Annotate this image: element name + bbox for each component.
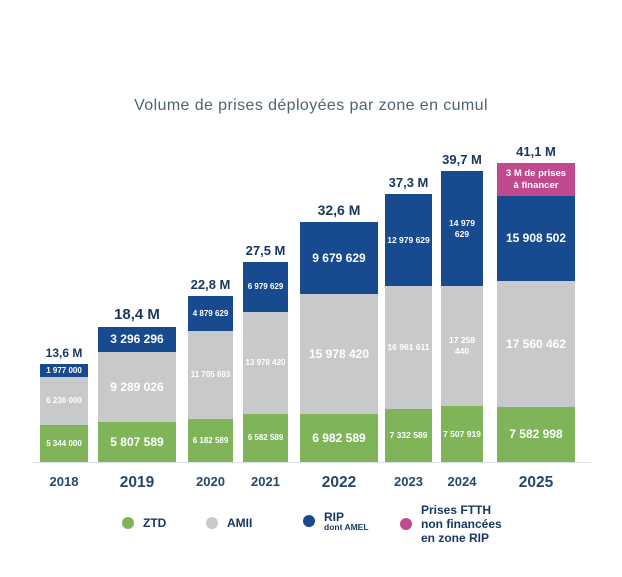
segment-value-label: 3 296 296: [110, 332, 164, 346]
bar-2018-segment-amii: 6 236 000: [40, 377, 88, 425]
bar-2023-segment-rip-dont-amel: 12 979 629: [385, 194, 432, 286]
bar-2019-segment-ztd: 5 807 589: [98, 422, 176, 462]
segment-value-label: 6 979 629: [247, 282, 284, 291]
segment-value-label: 7 582 998: [509, 427, 563, 441]
legend-label-amii: AMII: [227, 516, 253, 530]
bar-2022-segment-amii: 15 978 420: [300, 294, 378, 414]
x-tick-2025: 2025: [518, 474, 554, 491]
bar-2021-segment-amii: 13 978 420: [243, 312, 288, 414]
x-tick-2019: 2019: [119, 474, 155, 491]
bar-2019-segment-rip-dont-amel: 3 296 296: [98, 327, 176, 352]
x-axis-line: [33, 462, 591, 463]
rip-swatch-icon: [303, 515, 315, 528]
segment-value-label: 6 236 000: [46, 396, 82, 405]
total-label-2022: 32,6 M: [317, 202, 361, 218]
segment-value-label: 17 560 462: [505, 336, 567, 351]
legend-item-rip: RIP dont AMEL: [303, 510, 369, 532]
bar-2022-segment-ztd: 6 982 589: [300, 414, 378, 462]
bar-2018-segment-ztd: 5 344 000: [40, 425, 88, 462]
segment-value-label: 9 289 026: [110, 379, 164, 394]
bar-2025-segment-amii: 17 560 462: [497, 281, 575, 407]
bar-2024-segment-amii: 17 258 440: [441, 286, 483, 406]
segment-value-label: 5 807 589: [110, 434, 164, 449]
bar-2019-segment-amii: 9 289 026: [98, 352, 176, 422]
segment-value-label: 11 705 693: [190, 370, 231, 379]
legend-item-ztd: ZTD: [122, 516, 166, 530]
legend-label-rip: RIP: [324, 510, 345, 524]
segment-value-label: 1 977 000: [46, 365, 82, 375]
x-tick-2020: 2020: [196, 474, 225, 489]
legend-label-rip-group: RIP dont AMEL: [324, 510, 369, 532]
segment-value-label: 3 M de prises à financer: [505, 167, 567, 191]
segment-value-label: 17 258 440: [449, 335, 475, 356]
legend-sublabel-dont-amel: dont AMEL: [324, 522, 369, 533]
bar-2020-segment-ztd: 6 182 589: [188, 419, 233, 462]
bar-2020-segment-rip-dont-amel: 4 879 629: [188, 296, 233, 331]
segment-value-label: 6 182 589: [192, 435, 229, 445]
segment-value-label: 7 332 589: [389, 430, 428, 441]
bar-2025-segment-prises-ftth-a-financer: 3 M de prises à financer: [497, 163, 575, 196]
total-label-2019: 18,4 M: [114, 306, 160, 323]
legend-label-prises-ftth: Prises FTTH non financées en zone RIP: [421, 503, 502, 546]
x-tick-2021: 2021: [251, 474, 280, 489]
bar-2020-segment-amii: 11 705 693: [188, 331, 233, 419]
bar-2022-segment-rip-dont-amel: 9 679 629: [300, 222, 378, 294]
x-tick-2022: 2022: [321, 474, 357, 491]
segment-value-label: 16 961 611: [387, 342, 430, 353]
total-label-2018: 13,6 M: [45, 346, 83, 360]
segment-value-label: 5 344 000: [46, 438, 82, 448]
total-label-2020: 22,8 M: [190, 277, 231, 292]
bar-2025-segment-rip-dont-amel: 15 908 502: [497, 196, 575, 281]
bar-2024-segment-ztd: 7 507 919: [441, 406, 483, 462]
segment-value-label: 12 979 629: [387, 234, 430, 245]
amii-swatch-icon: [206, 517, 218, 530]
segment-value-label: 9 679 629: [312, 250, 366, 265]
segment-value-label: 15 978 420: [308, 346, 370, 361]
bar-2021-segment-rip-dont-amel: 6 979 629: [243, 262, 288, 312]
bar-2018-segment-rip-dont-amel: 1 977 000: [40, 364, 88, 377]
total-label-2023: 37,3 M: [388, 175, 429, 190]
total-label-2021: 27,5 M: [245, 243, 286, 258]
bar-2025-segment-ztd: 7 582 998: [497, 407, 575, 462]
segment-value-label: 7 507 919: [443, 428, 481, 439]
segment-value-label: 14 979 629: [449, 217, 475, 239]
segment-value-label: 6 982 589: [312, 430, 366, 445]
bar-2021-segment-ztd: 6 582 589: [243, 414, 288, 462]
segment-value-label: 4 879 629: [192, 308, 229, 318]
segment-value-label: 6 582 589: [247, 433, 284, 442]
bar-2023-segment-amii: 16 961 611: [385, 286, 432, 409]
ztd-swatch-icon: [122, 517, 134, 530]
chart-title: Volume de prises déployées par zone en c…: [134, 97, 488, 114]
legend-label-ztd: ZTD: [143, 516, 167, 530]
x-tick-2018: 2018: [49, 474, 79, 489]
prises-ftth-swatch-icon: [400, 518, 412, 531]
legend-item-amii: AMII: [206, 516, 252, 530]
x-tick-2023: 2023: [394, 474, 423, 489]
segment-value-label: 13 978 420: [245, 358, 286, 367]
total-label-2024: 39,7 M: [442, 152, 482, 167]
legend-item-prises-ftth: Prises FTTH non financées en zone RIP: [400, 503, 502, 545]
x-tick-2024: 2024: [447, 474, 477, 489]
bar-2023-segment-ztd: 7 332 589: [385, 409, 432, 462]
total-label-2025: 41,1 M: [516, 144, 556, 159]
bar-2024-segment-rip-dont-amel: 14 979 629: [441, 171, 483, 286]
segment-value-label: 15 908 502: [505, 231, 567, 245]
